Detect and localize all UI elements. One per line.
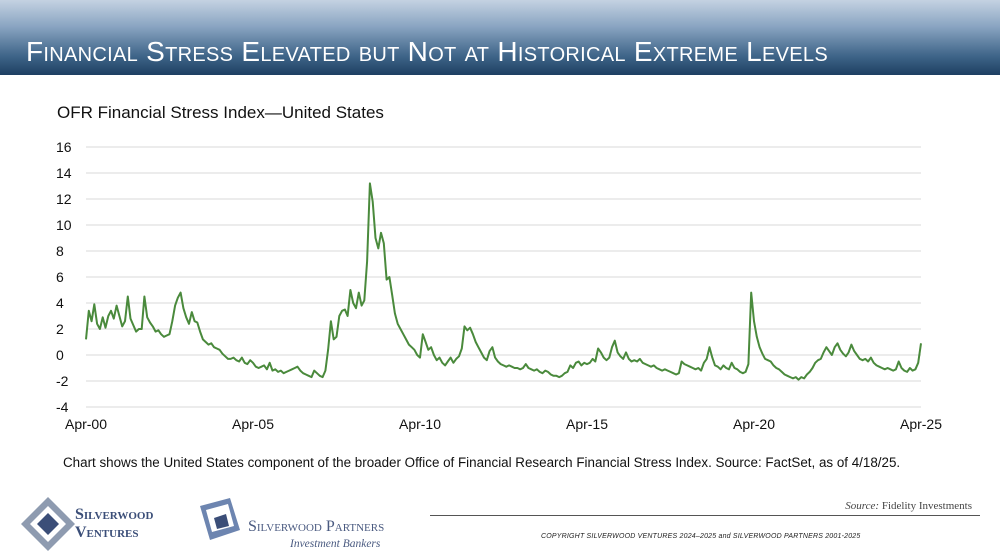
footer-divider <box>430 515 980 516</box>
x-tick-label: Apr-10 <box>399 416 441 432</box>
y-tick-label: 2 <box>56 321 64 337</box>
silverwood-ventures-logo: Silverwood Ventures <box>18 494 198 554</box>
partners-name: Silverwood Partners <box>248 518 385 535</box>
partners-square-icon <box>200 498 240 540</box>
chart-title: OFR Financial Stress Index—United States <box>57 103 384 122</box>
chart-footnote: Chart shows the United States component … <box>63 455 901 470</box>
y-tick-label: 16 <box>56 139 72 155</box>
y-tick-label: -2 <box>56 373 69 389</box>
y-tick-label: 14 <box>56 165 72 181</box>
source-note: Source: Fidelity Investments <box>845 500 972 512</box>
ventures-name-line2: Ventures <box>75 524 139 541</box>
x-tick-label: Apr-00 <box>65 416 107 432</box>
y-tick-label: 0 <box>56 347 64 363</box>
y-tick-label: 12 <box>56 191 72 207</box>
partners-tagline: Investment Bankers <box>290 538 381 550</box>
copyright-text: COPYRIGHT SILVERWOOD VENTURES 2024–2025 … <box>541 533 861 540</box>
slide-title: Financial Stress Elevated but Not at His… <box>26 36 828 67</box>
y-tick-label: -4 <box>56 399 69 415</box>
y-tick-label: 8 <box>56 243 64 259</box>
y-tick-label: 6 <box>56 269 64 285</box>
stress-index-line <box>85 182 922 381</box>
x-tick-label: Apr-05 <box>232 416 274 432</box>
y-tick-label: 4 <box>56 295 64 311</box>
source-value: Fidelity Investments <box>881 500 972 512</box>
x-tick-label: Apr-20 <box>733 416 775 432</box>
ventures-name-line1: Silverwood <box>75 506 154 523</box>
x-tick-label: Apr-25 <box>900 416 942 432</box>
y-tick-label: 10 <box>56 217 72 233</box>
title-banner: Financial Stress Elevated but Not at His… <box>0 0 1000 75</box>
silverwood-partners-logo: Silverwood Partners Investment Bankers <box>196 496 416 556</box>
source-label: Source: <box>845 500 880 512</box>
x-tick-label: Apr-15 <box>566 416 608 432</box>
ventures-diamond-icon <box>21 497 75 551</box>
